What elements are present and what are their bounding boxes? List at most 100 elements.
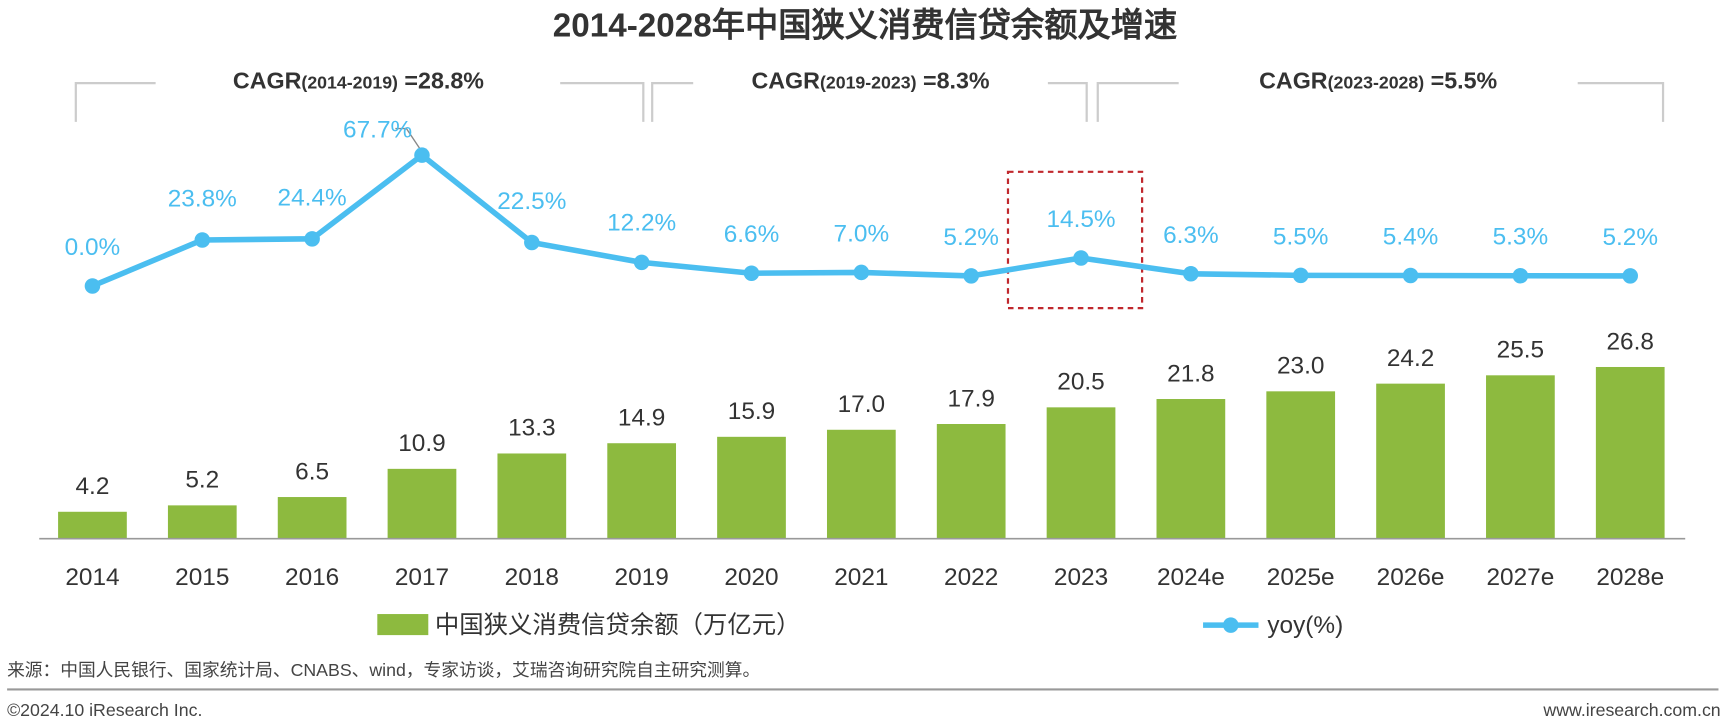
bar-value-label: 4.2 — [76, 473, 110, 500]
cagr-bracket-line — [1096, 82, 1179, 122]
cagr-bracket-line — [1577, 82, 1665, 122]
bar-value-label: 26.8 — [1607, 328, 1654, 355]
cagr-label-2: CAGR(2019-2023) =8.3% — [751, 68, 989, 94]
source-note: 来源：中国人民银行、国家统计局、CNABS、wind，专家访谈，艾瑞咨询研究院自… — [7, 660, 760, 680]
highlight-box-2023 — [1006, 170, 1144, 310]
yoy-point-2023 — [1073, 250, 1089, 266]
yoy-value-label: 12.2% — [607, 210, 676, 237]
x-tick-label: 2023 — [1054, 564, 1108, 591]
x-tick-label: 2017 — [395, 564, 449, 591]
bar-value-label: 21.8 — [1167, 360, 1214, 387]
bar-value-label: 10.9 — [398, 430, 445, 457]
bar-2026e — [1376, 383, 1445, 539]
bar-series: 4.2 5.2 6.5 10.9 13.3 14.9 15.9 17.0 17.9 20.5 21.… — [58, 328, 1665, 539]
legend-label-line: yoy(%) — [1267, 612, 1343, 639]
bar-value-label: 25.5 — [1497, 337, 1544, 364]
bar-value-label: 5.2 — [185, 467, 219, 494]
bar-2021 — [826, 429, 896, 539]
bar-2018 — [497, 453, 567, 539]
bar-value-label: 17.0 — [838, 391, 885, 418]
yoy-value-label: 5.4% — [1383, 223, 1439, 250]
yoy-point-2022 — [963, 268, 979, 284]
legend-swatch-bar — [377, 614, 429, 636]
yoy-point-2015 — [194, 232, 211, 248]
bar-value-label: 15.9 — [728, 398, 775, 425]
bar-2020 — [717, 436, 786, 539]
bar-2028e — [1595, 366, 1665, 539]
yoy-point-2025e — [1292, 267, 1309, 284]
copyright: ©2024.10 iResearch Inc. — [7, 700, 202, 720]
bar-value-label: 17.9 — [947, 385, 994, 412]
bar-2027e — [1486, 375, 1555, 539]
bar-2023 — [1046, 407, 1116, 539]
yoy-value-label: 0.0% — [65, 234, 121, 261]
cagr-brackets — [74, 82, 1665, 122]
legend: 中国狭义消费信贷余额（万亿元） yoy(%) — [377, 612, 1343, 639]
bar-2015 — [167, 505, 237, 539]
chart-title: 2014-2028年中国狭义消费信贷余额及增速 — [553, 7, 1178, 45]
bar-value-label: 20.5 — [1057, 369, 1104, 396]
x-tick-label: 2014 — [65, 564, 119, 591]
cagr-label-3: CAGR(2023-2028) =5.5% — [1259, 68, 1497, 94]
x-tick-label: 2022 — [944, 564, 998, 591]
yoy-point-2028e — [1622, 268, 1638, 284]
yoy-point-2018 — [524, 234, 540, 251]
yoy-value-label: 5.5% — [1273, 223, 1329, 250]
yoy-line-series: 0.0% 23.8% 24.4% 67.7% 22.5% 12.2% 6.6% 7.0% 5.2… — [65, 116, 1658, 294]
bar-2024e — [1156, 399, 1226, 539]
x-tick-label: 2015 — [175, 564, 229, 591]
yoy-point-2019 — [633, 254, 650, 271]
yoy-value-label: 7.0% — [834, 220, 890, 247]
x-tick-label: 2020 — [724, 564, 778, 591]
bar-2022 — [936, 424, 1006, 539]
yoy-value-label: 67.7% — [343, 116, 412, 143]
cagr-bracket-line — [651, 82, 694, 122]
x-tick-label: 2028e — [1596, 564, 1664, 591]
bar-value-label: 23.0 — [1277, 353, 1324, 380]
yoy-value-label: 5.2% — [1602, 224, 1658, 251]
bar-value-label: 6.5 — [295, 458, 329, 485]
yoy-value-label: 6.3% — [1163, 222, 1219, 249]
yoy-point-2027e — [1512, 267, 1529, 284]
x-tick-label: 2016 — [285, 564, 339, 591]
yoy-point-2024e — [1183, 266, 1199, 282]
legend-marker — [1223, 617, 1239, 633]
x-tick-label: 2027e — [1487, 564, 1555, 591]
yoy-point-2026e — [1402, 267, 1419, 284]
bar-value-label: 14.9 — [618, 404, 665, 431]
bar-2014 — [58, 511, 127, 539]
x-tick-label: 2018 — [505, 564, 559, 591]
yoy-value-label: 14.5% — [1046, 206, 1115, 233]
x-tick-label: 2024e — [1157, 564, 1225, 591]
bar-value-label: 24.2 — [1387, 345, 1434, 372]
cagr-bracket-line — [74, 82, 156, 122]
bar-2025e — [1266, 391, 1336, 539]
bar-2016 — [277, 497, 347, 539]
cagr-label-1: CAGR(2014-2019) =28.8% — [233, 68, 484, 94]
bar-2017 — [387, 468, 457, 539]
x-tick-label: 2026e — [1377, 564, 1445, 591]
yoy-point-2020 — [743, 265, 760, 281]
cagr-bracket-line — [1047, 82, 1088, 122]
cagr-bracket-line — [560, 82, 645, 122]
x-tick-label: 2021 — [834, 564, 888, 591]
yoy-point-2021 — [853, 264, 870, 281]
yoy-value-label: 6.6% — [724, 221, 780, 248]
yoy-value-label: 5.2% — [943, 224, 999, 251]
yoy-value-label: 5.3% — [1493, 224, 1549, 251]
x-axis-ticks: 2014 2015 2016 2017 2018 2019 2020 2021 2022 2023… — [65, 564, 1664, 591]
legend-label-bar: 中国狭义消费信贷余额（万亿元） — [435, 612, 801, 639]
yoy-point-2016 — [304, 231, 320, 247]
yoy-value-label: 24.4% — [278, 185, 347, 212]
leader-line — [395, 127, 421, 149]
yoy-value-label: 23.8% — [168, 186, 237, 213]
yoy-value-label: 22.5% — [497, 188, 566, 215]
bar-2019 — [607, 443, 677, 539]
x-tick-label: 2019 — [615, 564, 669, 591]
yoy-point-2014 — [84, 278, 101, 294]
bar-value-label: 13.3 — [508, 415, 555, 442]
website-link[interactable]: www.iresearch.com.cn — [1542, 700, 1720, 720]
yoy-point-2017 — [414, 147, 430, 163]
x-tick-label: 2025e — [1267, 564, 1335, 591]
